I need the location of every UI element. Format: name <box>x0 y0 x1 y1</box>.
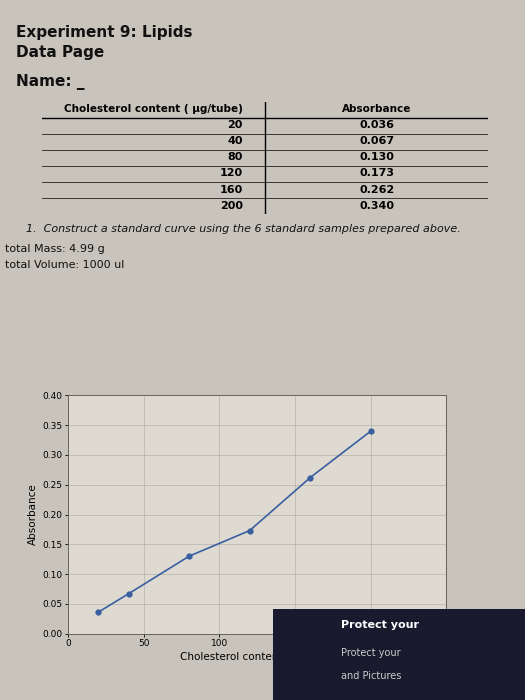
Text: 20: 20 <box>227 120 243 130</box>
Text: 80: 80 <box>227 153 243 162</box>
Text: 200: 200 <box>220 200 243 211</box>
Text: Name: _: Name: _ <box>16 74 84 90</box>
Text: Protect your: Protect your <box>341 648 401 657</box>
Text: Experiment 9: Lipids: Experiment 9: Lipids <box>16 25 192 39</box>
Text: 0.262: 0.262 <box>359 185 394 195</box>
X-axis label: Cholesterol content (ug/tube): Cholesterol content (ug/tube) <box>180 652 334 662</box>
Text: 0.340: 0.340 <box>359 200 394 211</box>
Circle shape <box>301 670 318 687</box>
Y-axis label: Absorbance: Absorbance <box>28 484 38 545</box>
Text: Data Page: Data Page <box>16 46 104 60</box>
Text: 40: 40 <box>227 136 243 146</box>
Text: total Mass: 4.99 g: total Mass: 4.99 g <box>5 244 105 253</box>
Text: 0.130: 0.130 <box>359 153 394 162</box>
Text: and Pictures: and Pictures <box>341 671 402 680</box>
Text: 0.173: 0.173 <box>359 169 394 178</box>
Text: 120: 120 <box>219 169 243 178</box>
Circle shape <box>292 660 315 684</box>
Text: Protect your: Protect your <box>341 620 419 629</box>
Text: 0.067: 0.067 <box>359 136 394 146</box>
Text: total Volume: 1000 ul: total Volume: 1000 ul <box>5 260 124 270</box>
Text: Cholesterol content ( μg/tube): Cholesterol content ( μg/tube) <box>64 104 243 115</box>
Circle shape <box>307 665 326 683</box>
Text: 0.036: 0.036 <box>359 120 394 130</box>
Text: 160: 160 <box>219 185 243 195</box>
Text: Absorbance: Absorbance <box>342 104 412 115</box>
Text: 1.  Construct a standard curve using the 6 standard samples prepared above.: 1. Construct a standard curve using the … <box>26 224 461 234</box>
